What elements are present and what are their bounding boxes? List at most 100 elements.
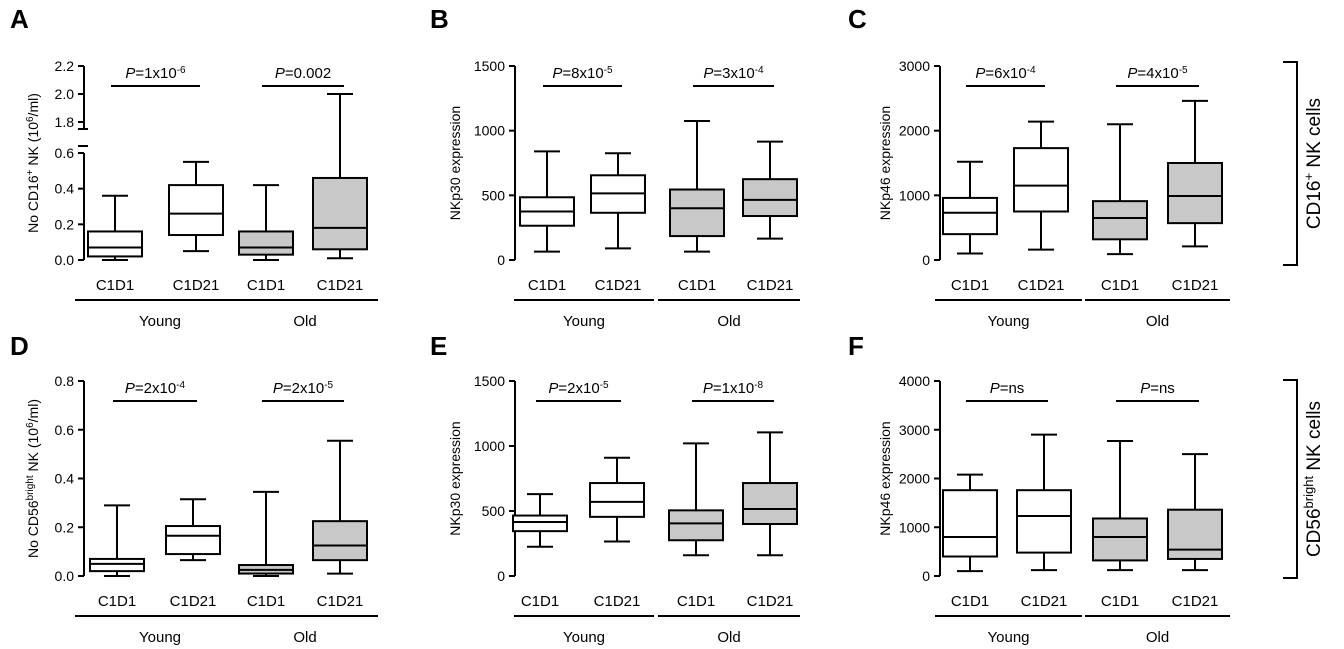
x-tick-label: C1D1	[1101, 593, 1139, 610]
box-iqr	[312, 176, 368, 251]
x-tick-label: C1D1	[247, 277, 285, 294]
panel-letter: A	[10, 4, 29, 34]
x-tick-label: C1D21	[594, 593, 641, 610]
box-3	[238, 490, 294, 577]
box-4	[742, 140, 798, 240]
p-value-label: P=ns	[990, 380, 1025, 397]
x-tick-label: C1D1	[677, 593, 715, 610]
x-tick-label: C1D21	[1018, 277, 1065, 294]
y-tick-label: 3000	[899, 58, 930, 74]
box-2	[168, 160, 224, 253]
box-iqr	[742, 482, 798, 525]
x-tick-label: C1D21	[747, 277, 794, 294]
box-2	[590, 152, 646, 250]
x-tick-label: C1D1	[247, 593, 285, 610]
box-iqr	[742, 178, 798, 218]
panel-d: D 0.0 0.2 0.4 0.6 0.8 No CD56bright NK (106/ml…	[10, 331, 378, 646]
p-value-label: P=2x10-5	[273, 380, 334, 398]
box-iqr	[1013, 147, 1069, 213]
y-axis-label: No CD16+ NK (106/ml)	[25, 93, 42, 233]
x-tick-label: C1D1	[678, 277, 716, 294]
y-tick-label: 0	[922, 568, 930, 584]
y-tick-label: 1000	[474, 438, 505, 454]
group-label: Young	[563, 629, 605, 646]
p-value-label: P=1x10-8	[703, 380, 764, 398]
bracket-label: CD16+ NK cells	[1301, 98, 1326, 229]
box-1	[942, 473, 998, 573]
box-2	[589, 456, 645, 543]
x-tick-label: C1D1	[96, 277, 134, 294]
y-axis-label: NKp46 expression	[877, 421, 893, 535]
box-iqr	[1016, 489, 1072, 554]
box-iqr	[512, 514, 568, 533]
box-iqr	[942, 196, 998, 236]
box-1	[87, 194, 143, 261]
x-tick-label: C1D21	[317, 277, 364, 294]
group-label: Old	[1146, 629, 1169, 646]
y-tick-label: 0.4	[55, 181, 75, 197]
x-tick-label: C1D1	[521, 593, 559, 610]
box-iqr	[669, 188, 725, 238]
bracket-line	[1283, 61, 1298, 266]
box-iqr	[1167, 508, 1223, 560]
group-label: Young	[139, 313, 181, 330]
group-label: Young	[563, 313, 605, 330]
box-2	[165, 498, 221, 562]
y-tick-label: 0.8	[55, 373, 75, 389]
box-3	[669, 119, 725, 253]
y-axis-label: No CD56bright NK (106/ml)	[25, 399, 42, 558]
box-3	[238, 184, 294, 261]
box-iqr	[1092, 517, 1148, 562]
bracket-label: CD56bright NK cells	[1301, 401, 1326, 557]
box-iqr	[87, 230, 143, 258]
y-tick-label: 0.0	[55, 252, 75, 268]
y-tick-label: 1000	[899, 519, 930, 535]
y-tick-label: 1500	[474, 58, 505, 74]
box-1	[519, 150, 575, 253]
x-tick-label: C1D21	[1172, 277, 1219, 294]
y-tick-label: 500	[482, 187, 506, 203]
x-tick-label: C1D21	[317, 593, 364, 610]
panel-b: B 0 500 1000 1500 NKp30 expression C1D1 C1D21 C1…	[430, 4, 800, 330]
panel-letter: B	[430, 4, 449, 34]
p-value-label: P=4x10-5	[1127, 65, 1188, 83]
box-4	[1167, 99, 1223, 248]
y-tick-label: 2.2	[55, 58, 75, 74]
y-tick-label: 1000	[474, 123, 505, 139]
bracket-line	[1283, 379, 1298, 579]
panel-f: F 0 1000 2000 3000 4000 NKp46 expression C1D1 C1…	[848, 331, 1230, 646]
x-tick-label: C1D1	[528, 277, 566, 294]
box-4	[1167, 453, 1223, 572]
panel-letter: F	[848, 331, 864, 361]
panel-letter: E	[430, 331, 447, 361]
x-tick-label: C1D21	[173, 277, 220, 294]
y-tick-label: 2.0	[55, 86, 75, 102]
y-tick-label: 0	[497, 252, 505, 268]
p-value-label: P=3x10-4	[703, 65, 764, 83]
box-3	[1092, 439, 1148, 572]
y-tick-label: 500	[482, 503, 506, 519]
box-iqr	[589, 482, 645, 518]
x-tick-label: C1D21	[747, 593, 794, 610]
group-label: Old	[293, 313, 316, 330]
box-iqr	[168, 184, 224, 237]
group-label: Old	[293, 629, 316, 646]
box-3	[1092, 123, 1148, 256]
y-tick-label: 0	[922, 252, 930, 268]
x-tick-label: C1D1	[951, 593, 989, 610]
p-value-label: P=2x10-5	[548, 380, 609, 398]
box-iqr	[312, 520, 368, 562]
y-tick-label: 2000	[899, 123, 930, 139]
group-label: Young	[988, 313, 1030, 330]
box-2	[1016, 433, 1072, 572]
x-tick-label: C1D21	[1021, 593, 1068, 610]
y-axis-label: NKp30 expression	[447, 106, 463, 220]
box-1	[89, 504, 145, 577]
bracket-bottom: CD56bright NK cells	[1283, 379, 1326, 579]
x-tick-label: C1D1	[1101, 277, 1139, 294]
group-label: Young	[139, 629, 181, 646]
box-iqr	[89, 557, 145, 573]
x-tick-label: C1D21	[170, 593, 217, 610]
y-tick-label: 3000	[899, 422, 930, 438]
